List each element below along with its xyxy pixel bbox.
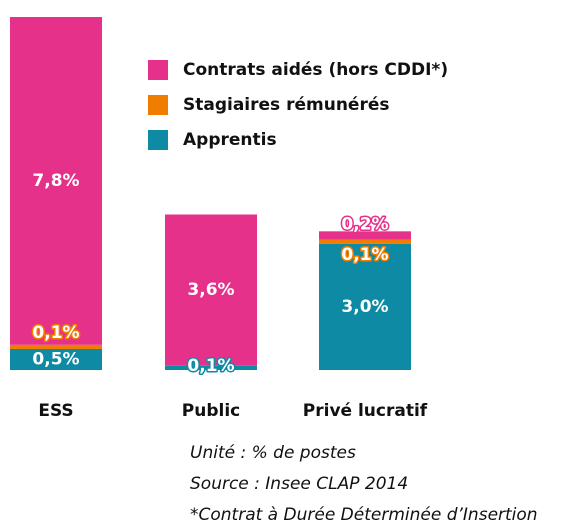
value-label: 0,1%	[187, 356, 234, 376]
bar-segment	[165, 214, 257, 366]
legend-swatch	[148, 95, 168, 115]
legend-label: Apprentis	[183, 130, 277, 150]
footnote: *Contrat à Durée Déterminée d’Insertion	[190, 505, 538, 525]
bar-segment	[319, 243, 411, 370]
x-tick-label: Privé lucratif	[303, 401, 428, 421]
x-tick-label: Public	[182, 401, 240, 421]
value-label: 3,6%	[187, 280, 234, 300]
footnote: Source : Insee CLAP 2014	[190, 474, 408, 494]
x-tick-label: ESS	[38, 401, 73, 421]
value-label: 3,0%	[341, 297, 388, 317]
bar-segment	[10, 344, 102, 349]
value-label: 7,8%	[32, 171, 79, 191]
footnote: Unité : % de postes	[190, 443, 356, 463]
bar-segment	[165, 365, 257, 370]
value-label: 0,2%	[341, 214, 388, 234]
legend-label: Contrats aidés (hors CDDI*)	[183, 60, 448, 80]
legend-label: Stagiaires rémunérés	[183, 95, 389, 115]
value-label: 0,5%	[32, 349, 79, 369]
bar-segment	[319, 231, 411, 240]
value-label: 0,1%	[341, 245, 388, 265]
bar-segment	[10, 17, 102, 345]
value-label: 0,1%	[32, 323, 79, 343]
bar-segment	[319, 239, 411, 244]
bar-segment	[10, 348, 102, 370]
legend-swatch	[148, 60, 168, 80]
legend-swatch	[148, 130, 168, 150]
